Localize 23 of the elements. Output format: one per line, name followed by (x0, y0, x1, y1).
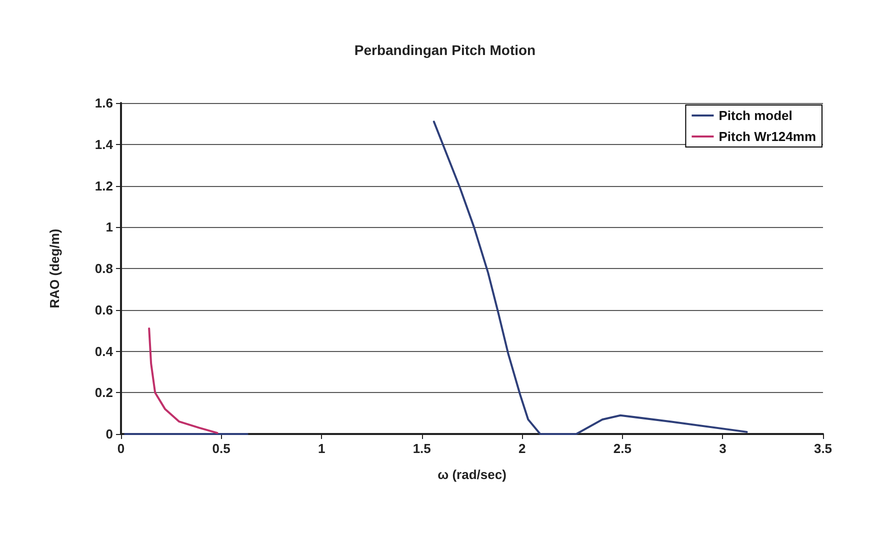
y-tick-label: 0.8 (94, 261, 113, 276)
y-tick-label: 1.4 (94, 136, 114, 152)
y-tick-label: 1.6 (94, 96, 113, 110)
x-tick-label: 0 (117, 441, 125, 456)
legend-label: Pitch Wr124mm (718, 129, 816, 144)
line-series (148, 327, 218, 434)
y-axis-title: RAO (deg/m) (47, 228, 62, 308)
x-tick-label: 0.5 (212, 441, 230, 456)
x-tick-label: 2 (518, 441, 526, 456)
x-tick-label: 2.5 (613, 441, 632, 456)
chart-title: Perbandingan Pitch Motion (354, 42, 536, 58)
x-tick-label: 3 (719, 441, 726, 456)
y-tick-label: 1.2 (94, 178, 113, 194)
x-tick-label: 1 (318, 441, 326, 456)
x-tick-label: 1.5 (412, 441, 431, 456)
y-tick-label: 1 (106, 220, 113, 235)
y-tick-label: 0 (106, 426, 113, 442)
y-tick-label: 0.6 (94, 302, 113, 318)
y-tick-label: 0.2 (94, 385, 113, 400)
y-tick-label: 0.4 (94, 344, 114, 359)
legend-label: Pitch model (718, 108, 792, 123)
x-tick-label: 3.5 (814, 441, 832, 456)
x-axis-title: ω (rad/sec) (438, 467, 506, 482)
